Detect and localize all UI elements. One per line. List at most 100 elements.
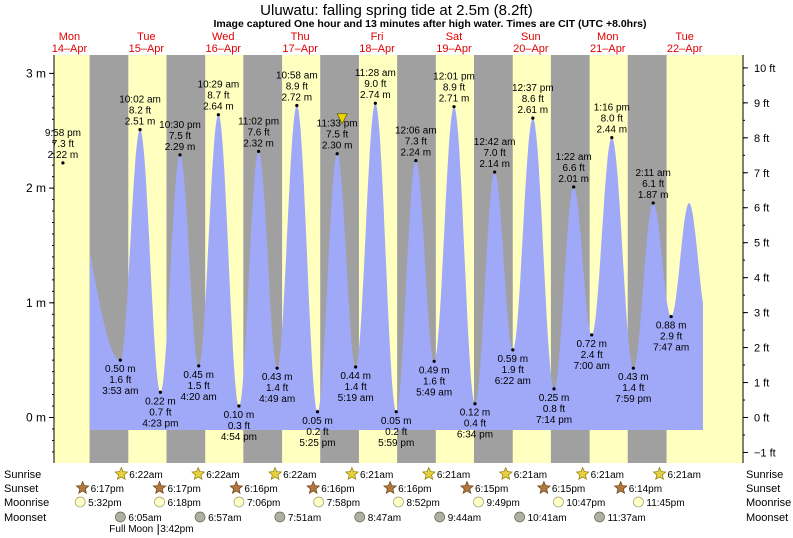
date-label: 20–Apr — [513, 43, 549, 55]
moonset-icon — [194, 511, 206, 523]
high-tide-ft: 6.1 ft — [642, 179, 664, 190]
chart-title: Uluwatu: falling spring tide at 2.5m (8.… — [260, 2, 533, 19]
high-tide-m: 2.74 m — [360, 90, 391, 101]
tide-point — [631, 366, 635, 370]
right-tick-label: 7 ft — [754, 168, 769, 180]
date-label: 14–Apr — [52, 43, 88, 55]
moonset-icon — [514, 511, 525, 523]
high-tide-m: 2.64 m — [203, 102, 234, 113]
low-tide-m: 0.43 m — [262, 372, 293, 383]
low-tide-ft: 1.4 ft — [266, 383, 288, 394]
high-tide-time: 11:33 pm — [317, 119, 358, 130]
low-tide-time: 7:14 pm — [536, 415, 572, 426]
high-tide-ft: 7.0 ft — [484, 148, 506, 159]
sunrise-row-label-left: Sunrise — [4, 469, 41, 481]
moonrise-icon — [393, 496, 404, 508]
moonset-time: 9:44am — [448, 513, 481, 524]
low-tide-m: 0.05 m — [381, 416, 412, 427]
low-tide-m: 0.43 m — [618, 372, 649, 383]
low-tide-m: 0.50 m — [105, 364, 136, 375]
low-tide-time: 6:34 pm — [457, 430, 493, 441]
moonset-row-label-right: Moonset — [746, 512, 788, 524]
day-of-week-label: Mon — [597, 31, 618, 43]
low-tide-m: 0.49 m — [419, 365, 450, 376]
sunrise-icon — [114, 466, 129, 481]
moonrise-icon — [553, 496, 564, 508]
high-tide-ft: 8.7 ft — [207, 91, 229, 102]
high-tide-m: 2.44 m — [597, 125, 628, 136]
low-tide-ft: 0.4 ft — [464, 419, 486, 430]
right-tick-label: 6 ft — [754, 203, 769, 215]
high-tide-m: 2.22 m — [48, 150, 79, 161]
low-tide-time: 7:47 am — [653, 343, 689, 354]
sunrise-time: 6:21am — [360, 470, 393, 481]
sunrise-time: 6:22am — [206, 470, 239, 481]
low-tide-m: 0.25 m — [539, 393, 570, 404]
high-tide-time: 1:16 pm — [594, 103, 630, 114]
day-of-week-label: Thu — [291, 31, 310, 43]
low-tide-ft: 0.2 ft — [306, 427, 328, 438]
tide-point — [373, 101, 377, 105]
moonrise-time: 7:06pm — [247, 498, 280, 509]
sunset-row-label-left: Sunset — [4, 483, 38, 495]
high-tide-m: 2.14 m — [479, 159, 510, 170]
high-tide-time: 12:01 pm — [433, 72, 475, 83]
sunset-time: 6:17pm — [91, 484, 124, 495]
sunset-time: 6:16pm — [321, 484, 354, 495]
sunrise-time: 6:21am — [514, 470, 547, 481]
right-tick-label: 0 ft — [754, 413, 769, 425]
right-tick-label: 2 ft — [754, 343, 769, 355]
high-tide-time: 12:37 pm — [512, 83, 554, 94]
tide-point — [511, 348, 515, 352]
tide-labels: 9:58 pm7.3 ft2.22 m0.50 m1.6 ft3:53 am10… — [45, 68, 689, 449]
low-tide-m: 0.12 m — [460, 408, 491, 419]
sunset-time: 6:14pm — [629, 484, 662, 495]
low-tide-ft: 0.8 ft — [543, 404, 565, 415]
moonrise-icon — [74, 496, 86, 508]
low-tide-m: 0.59 m — [498, 354, 529, 365]
high-tide-m: 1.87 m — [638, 190, 669, 201]
sunset-time: 6:16pm — [244, 484, 277, 495]
high-tide-ft: 8.0 ft — [601, 114, 623, 125]
low-tide-ft: 1.6 ft — [423, 376, 445, 387]
tide-point — [61, 161, 65, 165]
high-tide-time: 10:29 am — [198, 80, 240, 91]
date-label: 17–Apr — [282, 43, 318, 55]
day-of-week-label: Fri — [371, 31, 384, 43]
sunset-icon — [306, 480, 321, 495]
sunset-icon — [383, 480, 398, 495]
sunset-icon — [613, 480, 628, 495]
tide-point — [216, 113, 220, 117]
low-tide-time: 5:19 am — [338, 393, 374, 404]
high-tide-time: 12:06 am — [395, 126, 437, 137]
date-label: 16–Apr — [206, 43, 242, 55]
moonset-icon — [434, 511, 446, 523]
low-tide-time: 5:25 pm — [299, 438, 335, 449]
tide-point — [473, 402, 477, 406]
moonrise-row-label-right: Moonrise — [746, 497, 791, 509]
tide-point — [610, 136, 614, 140]
sunrise-time: 6:22am — [283, 470, 316, 481]
high-tide-m: 2.71 m — [439, 94, 470, 105]
high-tide-ft: 7.5 ft — [326, 130, 348, 141]
moonrise-time: 8:52pm — [406, 498, 439, 509]
date-label: 15–Apr — [129, 43, 165, 55]
header: Uluwatu: falling spring tide at 2.5m (8.… — [213, 2, 646, 30]
moonset-icon — [274, 511, 286, 523]
sunrise-time: 6:21am — [668, 470, 701, 481]
right-tick-label: 1 ft — [754, 378, 769, 390]
high-tide-time: 11:28 am — [355, 68, 396, 79]
low-tide-m: 0.45 m — [183, 370, 214, 381]
low-tide-ft: 0.7 ft — [149, 407, 171, 418]
high-tide-ft: 6.6 ft — [563, 163, 585, 174]
tide-point — [394, 410, 398, 414]
moonrise-icon — [633, 496, 644, 508]
low-tide-time: 3:53 am — [102, 386, 138, 397]
sunrise-icon — [191, 466, 206, 481]
date-label: 22–Apr — [667, 43, 703, 55]
right-tick-label: 3 ft — [754, 308, 769, 320]
tide-water-area — [90, 103, 703, 430]
low-tide-m: 0.05 m — [302, 416, 333, 427]
sunset-icon — [152, 480, 167, 495]
